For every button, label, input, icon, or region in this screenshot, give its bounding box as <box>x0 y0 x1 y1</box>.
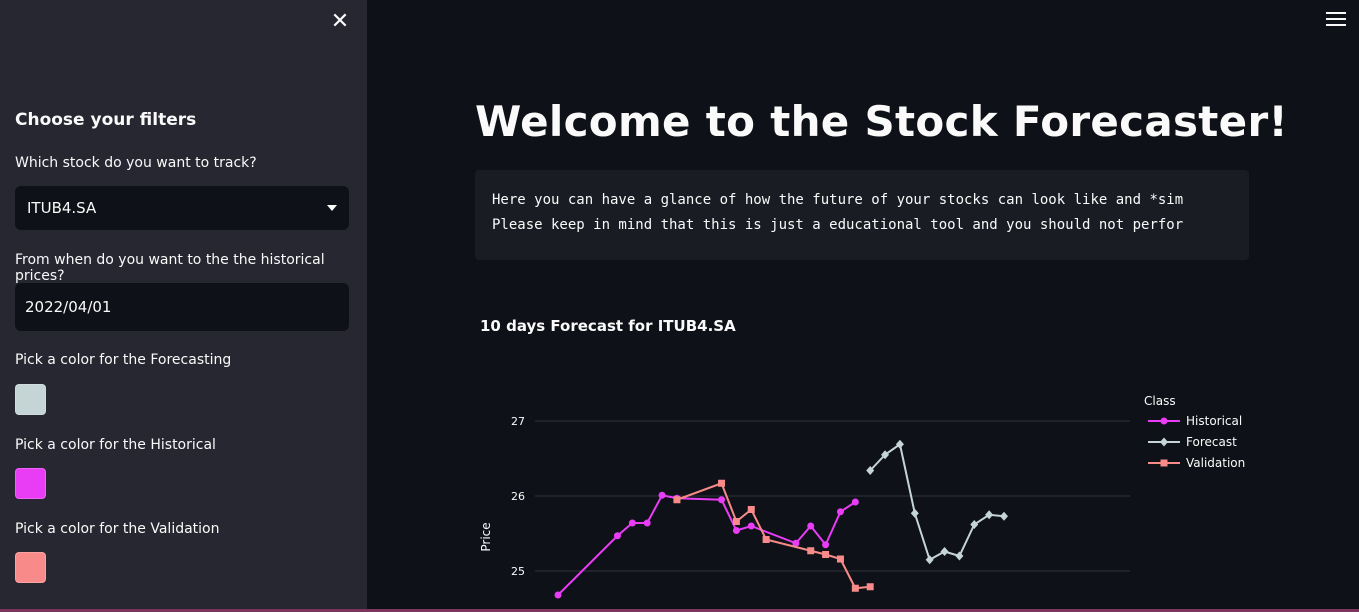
code-line: Here you can have a glance of how the fu… <box>492 192 1184 208</box>
data-point <box>613 532 621 540</box>
forecast-color-picker[interactable] <box>15 384 46 415</box>
series-line <box>557 494 856 596</box>
historical-color-label: Pick a color for the Historical <box>15 437 216 453</box>
y-tick-label: 26 <box>511 490 525 503</box>
series-line <box>869 442 1005 562</box>
legend-marker <box>1160 437 1168 447</box>
data-point <box>747 522 755 530</box>
data-point <box>866 583 874 591</box>
sidebar-title: Choose your filters <box>15 110 197 130</box>
date-input[interactable] <box>15 283 349 331</box>
stock-select-value: ITUB4.SA <box>27 199 97 217</box>
validation-color-label: Pick a color for the Validation <box>15 521 220 537</box>
data-point <box>554 591 562 599</box>
data-point <box>822 541 830 549</box>
y-axis-label: Price <box>479 522 493 551</box>
data-point <box>940 547 949 556</box>
data-point <box>881 450 890 460</box>
data-point <box>895 439 904 449</box>
data-point <box>836 508 844 516</box>
main-menu-button[interactable] <box>1326 12 1346 28</box>
data-point <box>792 539 800 547</box>
legend-entry: Historical <box>1186 414 1242 428</box>
data-point <box>718 479 726 487</box>
bottom-divider <box>0 609 1359 612</box>
page-title: Welcome to the Stock Forecaster! <box>475 97 1288 146</box>
date-input-label: From when do you want to the the histori… <box>15 252 325 284</box>
close-icon: ✕ <box>330 9 350 34</box>
data-point <box>836 555 844 563</box>
data-point <box>910 508 919 518</box>
stock-select-label: Which stock do you want to track? <box>15 155 257 171</box>
chart-title: 10 days Forecast for ITUB4.SA <box>480 317 736 335</box>
data-point <box>807 522 815 530</box>
data-point <box>762 536 770 543</box>
data-point <box>643 519 651 527</box>
sidebar: ✕ Choose your filters Which stock do you… <box>0 0 367 612</box>
series-line <box>676 481 871 590</box>
y-tick-label: 25 <box>511 565 525 578</box>
legend-marker <box>1160 417 1168 425</box>
data-point <box>955 551 964 561</box>
code-line: Please keep in mind that this is just a … <box>492 217 1184 233</box>
data-point <box>925 555 934 565</box>
data-point <box>851 498 859 506</box>
data-point <box>628 519 636 527</box>
code-block: Here you can have a glance of how the fu… <box>475 170 1249 260</box>
data-point <box>673 496 681 504</box>
data-point <box>1000 511 1008 521</box>
chevron-down-icon <box>327 205 337 211</box>
validation-color-picker[interactable] <box>15 552 46 583</box>
data-point <box>985 510 994 520</box>
data-point <box>866 466 875 475</box>
close-sidebar-button[interactable]: ✕ <box>328 10 352 34</box>
data-point <box>807 547 815 555</box>
hamburger-icon <box>1326 12 1346 26</box>
legend-title: Class <box>1144 394 1176 408</box>
historical-color-picker[interactable] <box>15 468 46 499</box>
data-point <box>732 527 740 534</box>
data-point <box>658 491 666 499</box>
data-point <box>718 496 726 504</box>
data-point <box>851 584 859 592</box>
legend-entry: Forecast <box>1186 435 1237 449</box>
stock-select[interactable]: ITUB4.SA <box>15 186 349 230</box>
data-point <box>732 518 740 525</box>
legend-marker <box>1160 459 1168 467</box>
data-point <box>822 551 830 558</box>
legend-entry: Validation <box>1186 456 1245 470</box>
forecast-color-label: Pick a color for the Forecasting <box>15 352 232 368</box>
data-point <box>970 520 979 529</box>
data-point <box>747 506 755 513</box>
y-tick-label: 27 <box>511 415 525 428</box>
